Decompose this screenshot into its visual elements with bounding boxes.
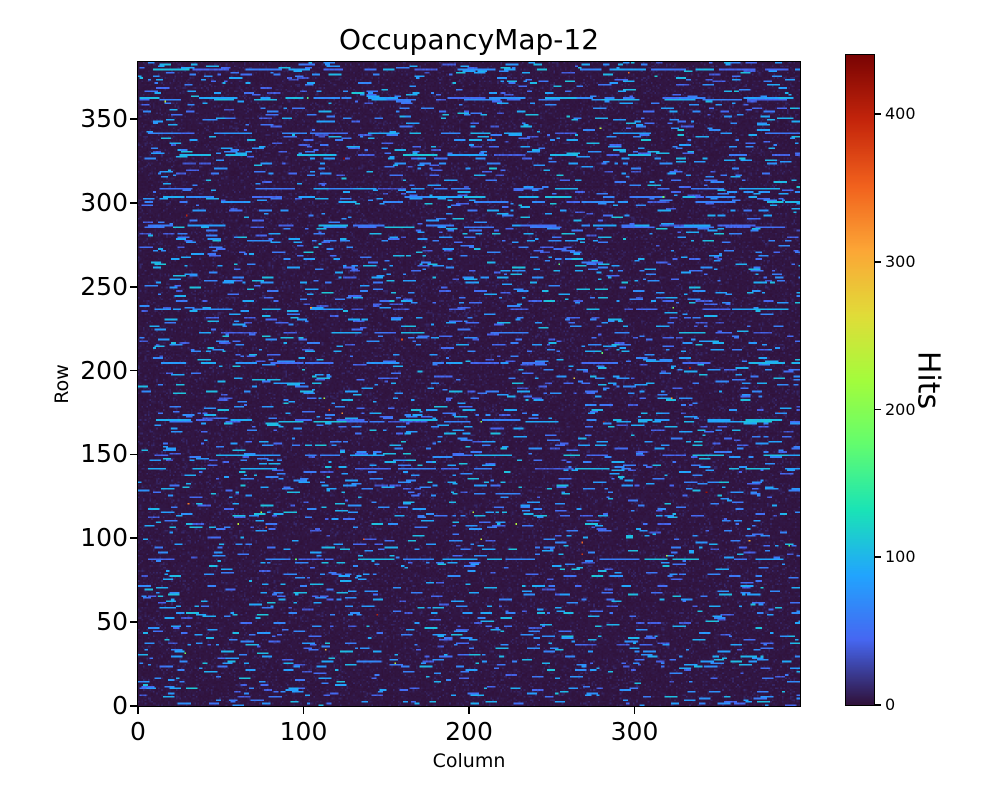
x-tick-label: 0 xyxy=(130,717,146,746)
y-tick-label: 0 xyxy=(112,691,128,720)
y-tick-label: 150 xyxy=(80,439,128,469)
y-tick-mark xyxy=(130,453,137,456)
colorbar-label: Hits xyxy=(910,350,946,410)
colorbar-tick-mark xyxy=(875,556,881,559)
x-tick-label: 300 xyxy=(610,717,659,746)
x-axis-label: Column xyxy=(432,750,506,772)
y-tick-mark xyxy=(130,285,137,288)
colorbar-tick-mark xyxy=(875,113,881,115)
colorbar-tick-label: 100 xyxy=(885,547,916,567)
colorbar-tick-label: 400 xyxy=(885,104,916,124)
x-tick-mark xyxy=(302,707,305,714)
y-tick-mark xyxy=(130,621,137,623)
y-tick-label: 250 xyxy=(80,271,128,301)
x-tick-mark xyxy=(633,707,636,714)
colorbar-canvas xyxy=(846,55,874,705)
x-tick-label: 200 xyxy=(445,717,493,746)
y-tick-mark xyxy=(130,369,137,372)
colorbar-tick-label: 200 xyxy=(885,399,916,419)
colorbar-tick-mark xyxy=(875,408,881,411)
y-tick-mark xyxy=(130,118,137,120)
heatmap-canvas xyxy=(138,62,800,706)
y-tick-label: 300 xyxy=(80,187,128,217)
y-tick-label: 100 xyxy=(80,523,128,553)
y-tick-mark xyxy=(130,202,137,204)
colorbar-tick-mark xyxy=(875,261,881,263)
y-tick-mark xyxy=(130,705,137,707)
y-tick-label: 200 xyxy=(80,355,128,385)
x-tick-mark xyxy=(468,707,470,714)
y-tick-label: 50 xyxy=(96,607,128,637)
plot-area xyxy=(137,61,801,707)
chart-title: OccupancyMap-12 xyxy=(338,23,600,56)
colorbar-tick-label: 0 xyxy=(885,695,896,714)
colorbar-tick-label: 300 xyxy=(885,251,916,271)
y-tick-label: 350 xyxy=(80,104,128,134)
x-tick-mark xyxy=(137,707,139,714)
x-tick-label: 100 xyxy=(279,717,328,746)
y-tick-mark xyxy=(130,537,137,540)
colorbar xyxy=(845,54,875,706)
colorbar-tick-mark xyxy=(875,704,881,706)
